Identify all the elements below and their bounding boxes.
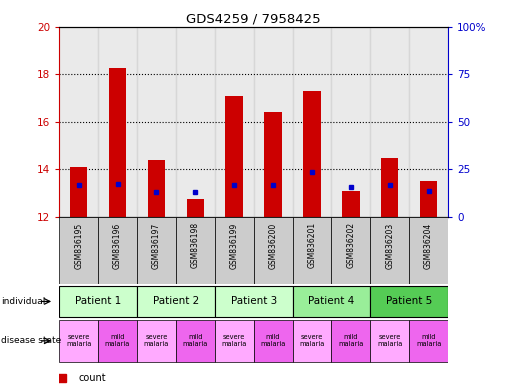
Bar xyxy=(370,27,409,217)
Text: Patient 1: Patient 1 xyxy=(75,296,121,306)
Text: mild
malaria: mild malaria xyxy=(338,334,364,347)
FancyBboxPatch shape xyxy=(59,319,98,362)
Text: severe
malaria: severe malaria xyxy=(221,334,247,347)
FancyBboxPatch shape xyxy=(293,286,370,317)
Bar xyxy=(303,91,321,217)
Bar xyxy=(186,199,204,217)
FancyBboxPatch shape xyxy=(370,286,448,317)
Text: GSM836197: GSM836197 xyxy=(152,222,161,268)
Bar xyxy=(409,27,448,217)
FancyBboxPatch shape xyxy=(59,217,98,284)
Text: Patient 5: Patient 5 xyxy=(386,296,432,306)
Bar xyxy=(109,68,126,217)
Text: GSM836195: GSM836195 xyxy=(74,222,83,268)
FancyBboxPatch shape xyxy=(370,319,409,362)
Text: GSM836196: GSM836196 xyxy=(113,222,122,268)
Text: GSM836204: GSM836204 xyxy=(424,222,433,268)
Bar xyxy=(381,157,399,217)
Text: Patient 4: Patient 4 xyxy=(308,296,354,306)
Text: GSM836200: GSM836200 xyxy=(269,222,278,268)
Text: Patient 3: Patient 3 xyxy=(231,296,277,306)
Text: GSM836199: GSM836199 xyxy=(230,222,238,268)
FancyBboxPatch shape xyxy=(409,217,448,284)
Text: severe
malaria: severe malaria xyxy=(299,334,324,347)
Bar xyxy=(148,160,165,217)
Text: severe
malaria: severe malaria xyxy=(144,334,169,347)
FancyBboxPatch shape xyxy=(59,286,137,317)
Bar xyxy=(226,96,243,217)
Text: mild
malaria: mild malaria xyxy=(183,334,208,347)
Text: Patient 2: Patient 2 xyxy=(153,296,199,306)
FancyBboxPatch shape xyxy=(253,319,293,362)
FancyBboxPatch shape xyxy=(215,217,253,284)
FancyBboxPatch shape xyxy=(215,319,253,362)
FancyBboxPatch shape xyxy=(332,217,370,284)
Title: GDS4259 / 7958425: GDS4259 / 7958425 xyxy=(186,13,321,26)
Text: mild
malaria: mild malaria xyxy=(261,334,286,347)
Bar xyxy=(293,27,332,217)
FancyBboxPatch shape xyxy=(332,319,370,362)
Text: GSM836201: GSM836201 xyxy=(307,222,316,268)
Text: severe
malaria: severe malaria xyxy=(66,334,91,347)
FancyBboxPatch shape xyxy=(370,217,409,284)
Bar xyxy=(215,27,253,217)
FancyBboxPatch shape xyxy=(253,217,293,284)
Bar xyxy=(137,27,176,217)
FancyBboxPatch shape xyxy=(215,286,293,317)
Bar xyxy=(331,27,370,217)
FancyBboxPatch shape xyxy=(137,217,176,284)
Text: mild
malaria: mild malaria xyxy=(416,334,441,347)
FancyBboxPatch shape xyxy=(176,319,215,362)
Bar xyxy=(98,27,137,217)
Text: count: count xyxy=(78,373,106,383)
Text: disease state: disease state xyxy=(1,336,61,345)
FancyBboxPatch shape xyxy=(176,217,215,284)
FancyBboxPatch shape xyxy=(98,217,137,284)
Bar xyxy=(70,167,88,217)
FancyBboxPatch shape xyxy=(137,319,176,362)
Text: GSM836202: GSM836202 xyxy=(347,222,355,268)
Bar xyxy=(342,191,359,217)
Text: mild
malaria: mild malaria xyxy=(105,334,130,347)
FancyBboxPatch shape xyxy=(293,217,332,284)
FancyBboxPatch shape xyxy=(98,319,137,362)
Bar xyxy=(176,27,215,217)
Text: GSM836203: GSM836203 xyxy=(385,222,394,268)
Bar xyxy=(59,27,98,217)
Bar xyxy=(253,27,293,217)
Text: severe
malaria: severe malaria xyxy=(377,334,402,347)
Text: individual: individual xyxy=(1,297,45,306)
FancyBboxPatch shape xyxy=(293,319,332,362)
Bar xyxy=(420,181,437,217)
FancyBboxPatch shape xyxy=(409,319,448,362)
Bar xyxy=(264,113,282,217)
FancyBboxPatch shape xyxy=(137,286,215,317)
Text: GSM836198: GSM836198 xyxy=(191,222,200,268)
